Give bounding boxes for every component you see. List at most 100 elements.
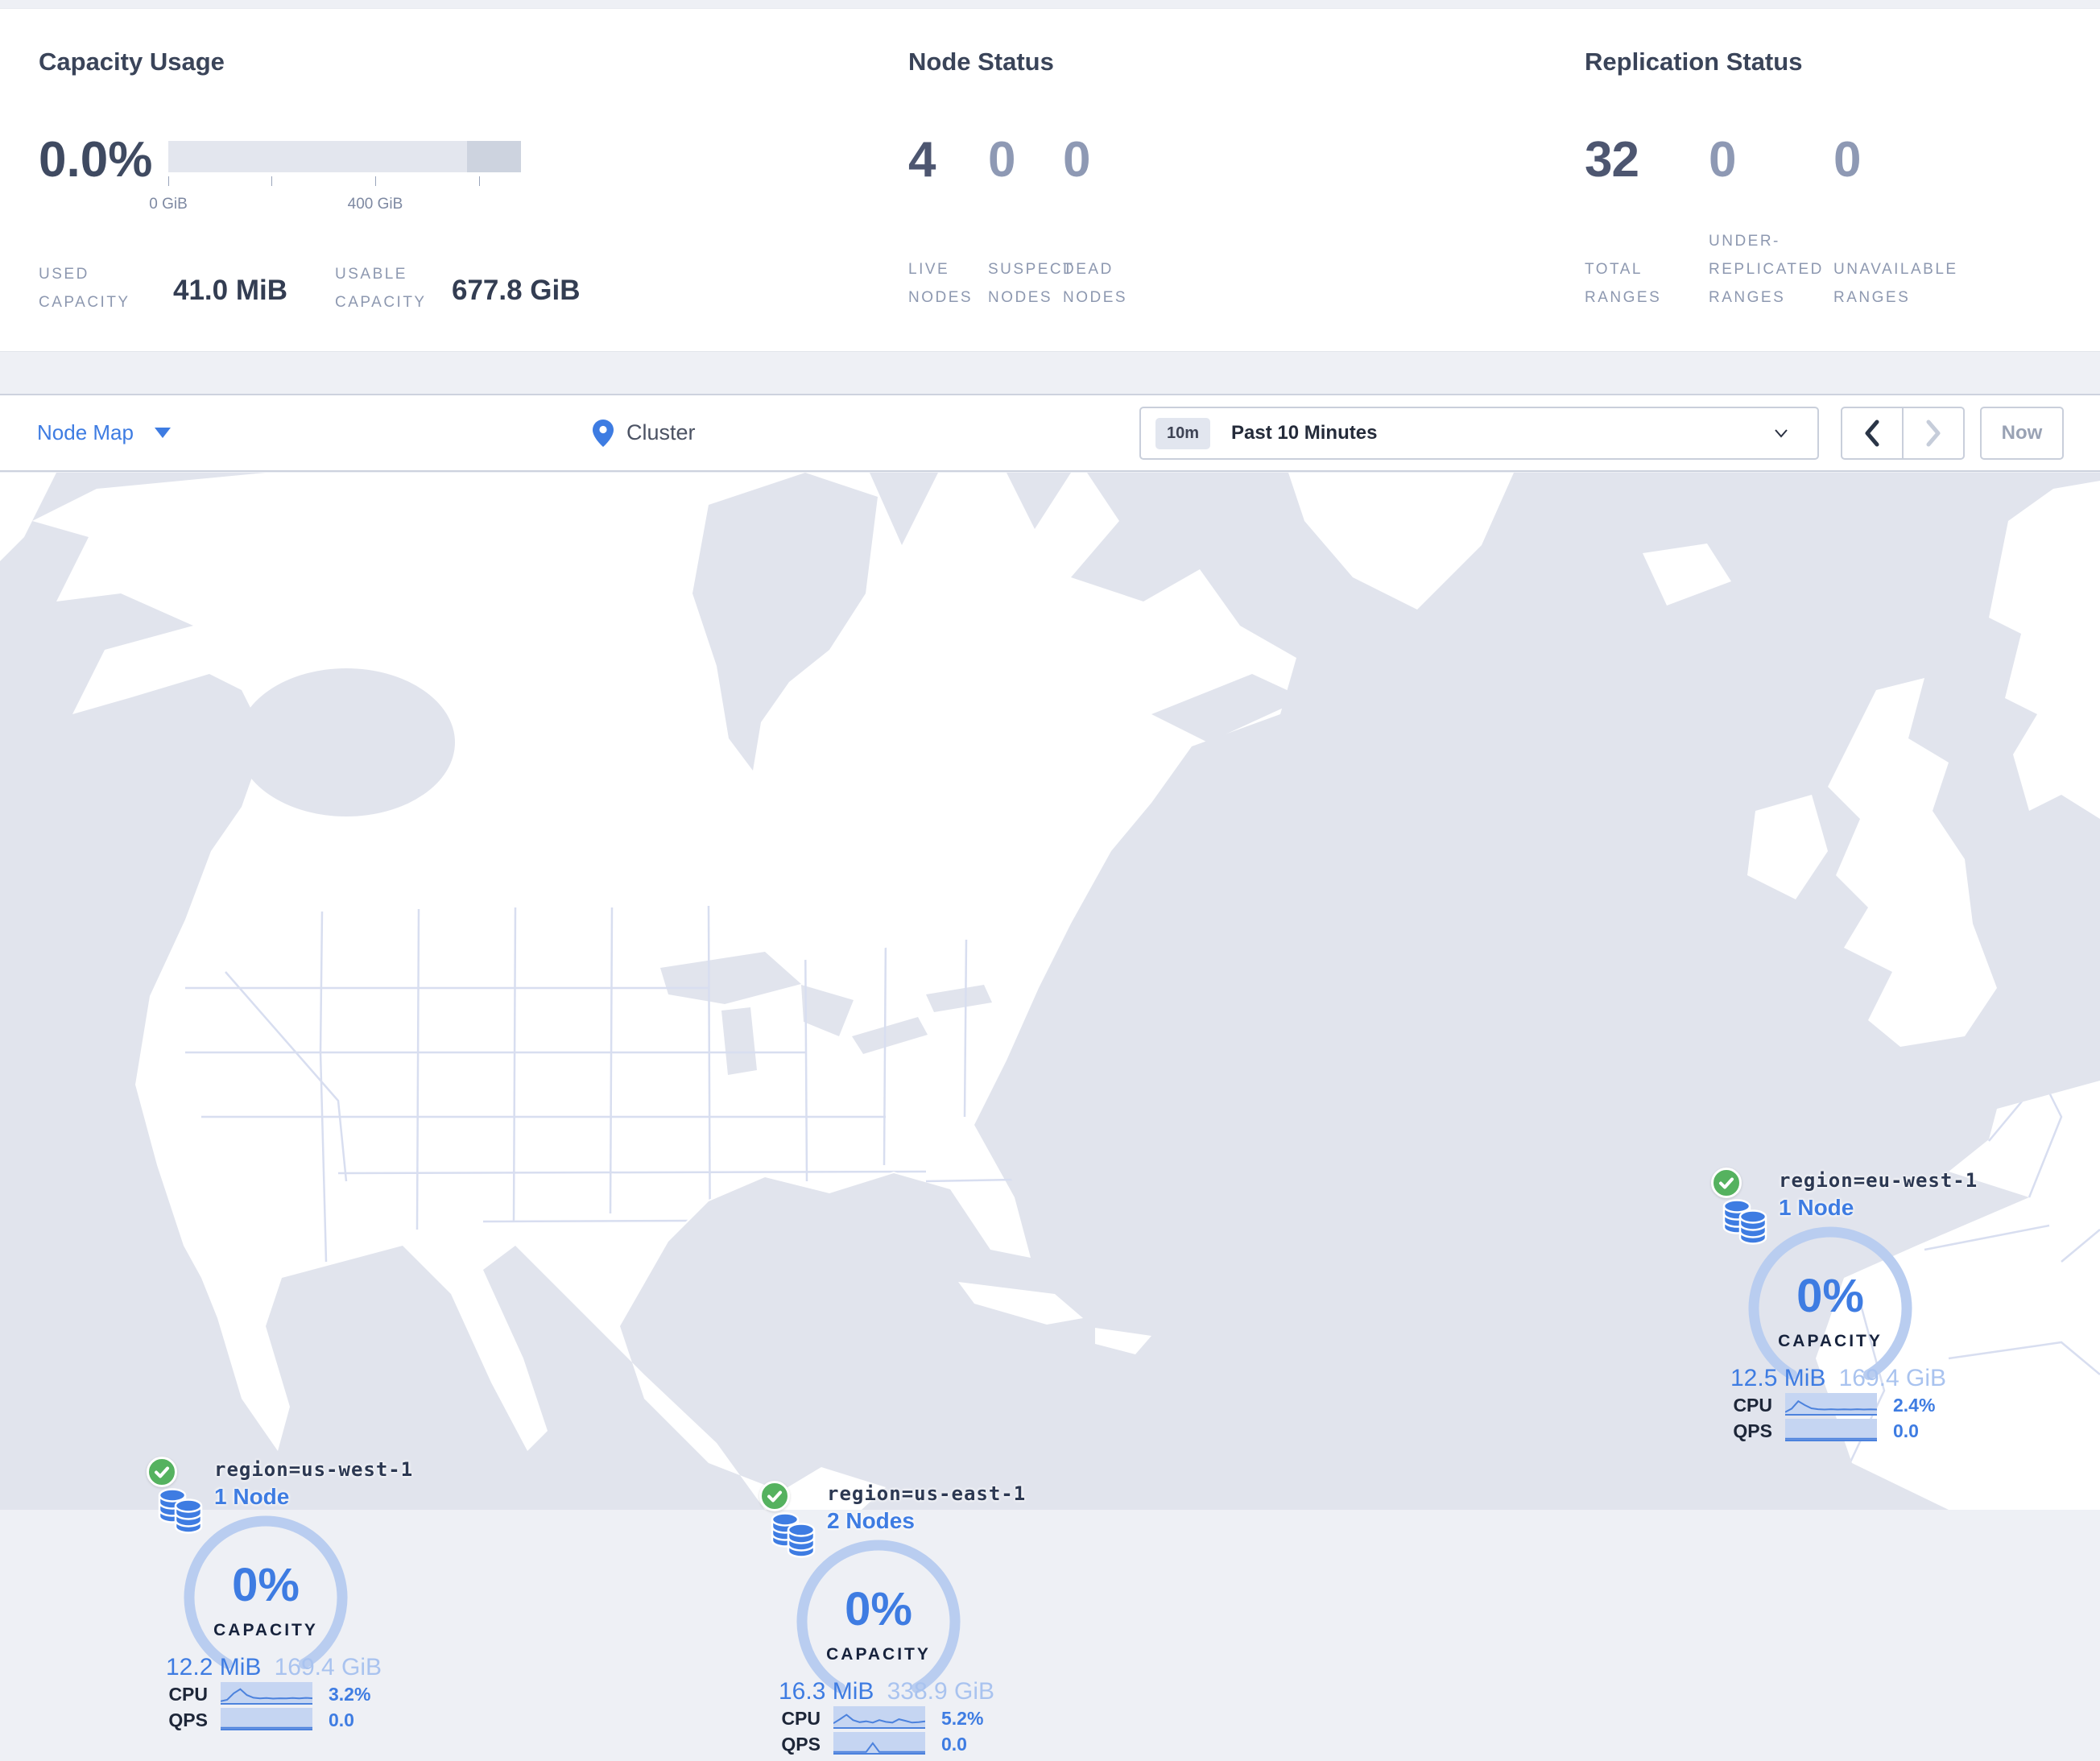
cpu-value: 5.2% bbox=[941, 1708, 984, 1729]
capacity-gauge-arc bbox=[1748, 1226, 1912, 1380]
capacity-percent: 0.0% bbox=[39, 132, 153, 188]
time-range-dropdown[interactable]: 10m Past 10 Minutes bbox=[1139, 407, 1819, 460]
cluster-overview-page: Capacity Usage 0.0% 0 GiB 400 GiB USED C… bbox=[0, 8, 2100, 1755]
capacity-used-value: 12.2 MiB bbox=[166, 1654, 262, 1680]
under-replicated-ranges-count: 0 bbox=[1709, 132, 1736, 188]
time-step-forward-button[interactable] bbox=[1902, 408, 1963, 458]
region-node-count: 2 Nodes bbox=[827, 1508, 915, 1533]
status-healthy-icon bbox=[759, 1481, 790, 1511]
lake-erie bbox=[852, 1017, 928, 1054]
live-nodes-count: 4 bbox=[908, 132, 936, 188]
unavailable-ranges-label: UNAVAILABLE RANGES bbox=[1833, 261, 1958, 306]
capacity-total-value: 169.4 GiB bbox=[274, 1654, 382, 1680]
now-button[interactable]: Now bbox=[1980, 407, 2064, 460]
chevron-right-icon bbox=[1926, 420, 1941, 447]
database-icon bbox=[1722, 1199, 1767, 1245]
cpu-value: 3.2% bbox=[329, 1684, 371, 1705]
qps-label: QPS bbox=[168, 1709, 208, 1730]
capacity-total-value: 169.4 GiB bbox=[1838, 1365, 1946, 1391]
cpu-sparkline bbox=[1785, 1393, 1877, 1416]
europe-land bbox=[1816, 1081, 2100, 1510]
greenland-land bbox=[1288, 473, 1514, 610]
capacity-bar-tick bbox=[271, 176, 272, 186]
qps-sparkline bbox=[833, 1732, 925, 1755]
capacity-bar-tick-label: 400 GiB bbox=[347, 196, 403, 213]
suspect-nodes-label: SUSPECT NODES bbox=[988, 261, 1074, 306]
breadcrumb: Cluster bbox=[593, 395, 696, 470]
region-marker-us-west-1[interactable]: region=us-west-1 1 Node 0% CAPACITY 12.2… bbox=[147, 1457, 420, 1737]
capacity-bar-other-segment bbox=[467, 141, 521, 172]
qps-value: 0.0 bbox=[329, 1709, 354, 1730]
view-selector-dropdown[interactable]: Node Map bbox=[37, 395, 171, 470]
cpu-label: CPU bbox=[1733, 1395, 1772, 1416]
arctic-channel bbox=[1007, 473, 1071, 529]
iceland-land bbox=[1643, 544, 1731, 606]
dead-nodes-label: DEAD NODES bbox=[1063, 261, 1128, 306]
world-map bbox=[0, 473, 2100, 1510]
lake-huron bbox=[801, 985, 854, 1036]
scandinavia-land bbox=[1989, 481, 2100, 819]
node-map: region=us-west-1 1 Node 0% CAPACITY 12.2… bbox=[0, 473, 2100, 1755]
usable-capacity-label: USABLE CAPACITY bbox=[335, 266, 427, 311]
live-nodes-label: LIVE NODES bbox=[908, 261, 974, 306]
qps-value: 0.0 bbox=[941, 1734, 967, 1755]
ireland-land bbox=[1747, 795, 1828, 899]
time-range-badge: 10m bbox=[1155, 417, 1211, 449]
status-healthy-icon bbox=[1711, 1168, 1742, 1198]
total-ranges-count: 32 bbox=[1585, 132, 1639, 188]
map-pin-icon bbox=[593, 419, 614, 447]
us-state-borders bbox=[185, 905, 1015, 1279]
cpu-value: 2.4% bbox=[1893, 1395, 1936, 1416]
lake-superior bbox=[660, 952, 801, 1004]
unavailable-ranges-count: 0 bbox=[1833, 132, 1861, 188]
region-label: region=us-west-1 bbox=[214, 1458, 414, 1481]
capacity-used-value: 12.5 MiB bbox=[1730, 1365, 1826, 1391]
total-ranges-label: TOTAL RANGES bbox=[1585, 261, 1662, 306]
cpu-sparkline bbox=[833, 1706, 925, 1729]
view-selector-label: Node Map bbox=[37, 420, 134, 444]
cpu-label: CPU bbox=[781, 1708, 821, 1729]
region-label: region=us-east-1 bbox=[827, 1482, 1027, 1505]
qps-value: 0.0 bbox=[1893, 1420, 1919, 1441]
capacity-gauge-label: CAPACITY bbox=[826, 1645, 931, 1664]
time-range-label: Past 10 Minutes bbox=[1231, 422, 1378, 444]
region-marker-eu-west-1[interactable]: region=eu-west-1 1 Node 0% CAPACITY 12.5… bbox=[1711, 1168, 1985, 1448]
cpu-label: CPU bbox=[168, 1684, 208, 1705]
capacity-gauge-label: CAPACITY bbox=[213, 1621, 318, 1639]
capacity-gauge-percent: 0% bbox=[845, 1583, 912, 1635]
region-node-count: 1 Node bbox=[214, 1484, 290, 1509]
lake-ontario bbox=[926, 985, 992, 1012]
usable-capacity-value: 677.8 GiB bbox=[452, 275, 581, 306]
great-britain-land bbox=[1828, 678, 1997, 1047]
time-step-back-button[interactable] bbox=[1842, 408, 1902, 458]
under-replicated-ranges-label: UNDER- REPLICATED RANGES bbox=[1709, 233, 1824, 306]
map-toolbar: Node Map Cluster 10m Past 10 Minutes bbox=[0, 394, 2100, 472]
gulf-of-alaska bbox=[238, 668, 455, 816]
breadcrumb-cluster[interactable]: Cluster bbox=[626, 420, 696, 444]
used-capacity-value: 41.0 MiB bbox=[173, 275, 287, 306]
hudson-bay bbox=[692, 473, 878, 771]
capacity-gauge-percent: 0% bbox=[232, 1559, 300, 1611]
hispaniola-land bbox=[1095, 1328, 1151, 1354]
replication-status-title: Replication Status bbox=[1585, 48, 1803, 76]
region-node-count: 1 Node bbox=[1779, 1195, 1854, 1220]
suspect-nodes-count: 0 bbox=[988, 132, 1015, 188]
capacity-bar-tick bbox=[479, 176, 480, 186]
used-capacity-label: USED CAPACITY bbox=[39, 266, 130, 311]
region-label: region=eu-west-1 bbox=[1779, 1169, 1978, 1192]
capacity-usage-title: Capacity Usage bbox=[39, 48, 225, 76]
europe-country-borders bbox=[1846, 1084, 2100, 1468]
qps-sparkline bbox=[1785, 1419, 1877, 1441]
capacity-used-value: 16.3 MiB bbox=[779, 1678, 874, 1705]
qps-sparkline bbox=[221, 1708, 312, 1730]
capacity-bar-tick bbox=[375, 176, 376, 186]
chevron-down-icon bbox=[1775, 429, 1788, 438]
chevron-left-icon bbox=[1865, 420, 1879, 447]
capacity-gauge-percent: 0% bbox=[1796, 1270, 1864, 1322]
chukotka-land bbox=[0, 473, 56, 561]
capacity-gauge-label: CAPACITY bbox=[1778, 1332, 1883, 1350]
capacity-bar-tick-label: 0 GiB bbox=[149, 196, 188, 213]
caret-down-icon bbox=[154, 428, 171, 438]
region-marker-us-east-1[interactable]: region=us-east-1 2 Nodes 0% CAPACITY 16.… bbox=[759, 1481, 1033, 1761]
node-status-title: Node Status bbox=[908, 48, 1054, 76]
